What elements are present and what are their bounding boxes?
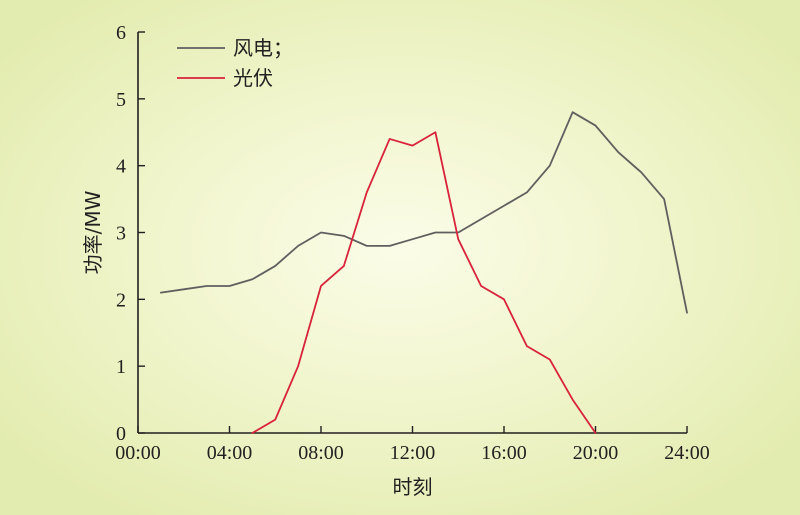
x-tick-label: 04:00 — [207, 442, 253, 464]
series-line-1 — [159, 111, 688, 314]
y-tick-label: 2 — [116, 289, 126, 311]
y-ticks: 0 1 2 3 4 5 6 — [116, 22, 145, 445]
x-axis-title: 时刻 — [393, 475, 433, 499]
y-tick-label: 0 — [116, 423, 126, 445]
y-tick-label: 6 — [116, 22, 126, 44]
x-tick-label: 24:00 — [664, 442, 710, 464]
y-tick-label: 3 — [116, 223, 126, 245]
x-tick-label: 20:00 — [573, 442, 619, 464]
legend-label: 光伏 — [233, 66, 273, 90]
y-tick-label: 5 — [116, 89, 126, 111]
x-tick-label: 12:00 — [390, 442, 436, 464]
x-tick-label: 16:00 — [481, 442, 527, 464]
y-tick-label: 1 — [116, 356, 126, 378]
legend: 风电； 光伏 — [177, 36, 293, 90]
series-lines — [159, 111, 688, 434]
y-tick-label: 4 — [116, 156, 126, 178]
x-tick-label: 08:00 — [298, 442, 344, 464]
x-tick-label: 00:00 — [115, 442, 161, 464]
y-axis-title: 功率/MW — [81, 190, 105, 274]
legend-label: 风电； — [233, 36, 293, 60]
series-line-2 — [251, 131, 597, 434]
axes — [137, 32, 687, 434]
x-ticks: 00:00 04:00 08:00 12:00 16:00 20:00 24:00 — [115, 426, 710, 464]
